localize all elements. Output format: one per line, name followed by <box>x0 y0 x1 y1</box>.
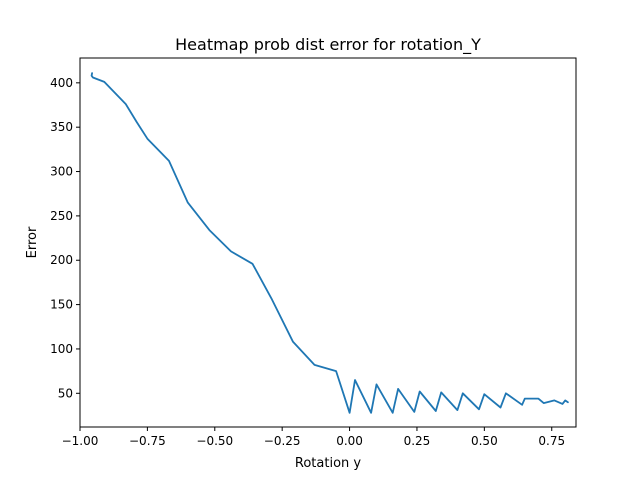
x-tick-label: 0.00 <box>336 434 363 448</box>
chart-title: Heatmap prob dist error for rotation_Y <box>175 35 481 55</box>
series-line <box>90 72 569 414</box>
x-tick-label: −0.50 <box>196 434 233 448</box>
y-axis-label: Error <box>25 226 40 258</box>
y-tick-label: 350 <box>50 120 73 134</box>
x-tick-label: −1.00 <box>62 434 99 448</box>
axis-ticks: −1.00 −0.75 −0.50 −0.25 0.00 0.25 0.50 0.75 50 10… <box>50 76 565 448</box>
y-tick-label: 250 <box>50 209 73 223</box>
x-tick-label: −0.75 <box>129 434 166 448</box>
axes-frame <box>79 57 577 428</box>
plot-area <box>90 72 569 414</box>
x-tick-label: 0.50 <box>471 434 498 448</box>
y-tick-label: 50 <box>58 386 73 400</box>
x-axis-label: Rotation y <box>295 456 362 471</box>
y-tick-label: 400 <box>50 76 73 90</box>
y-tick-label: 300 <box>50 165 73 179</box>
x-tick-label: 0.25 <box>404 434 431 448</box>
y-tick-label: 150 <box>50 298 73 312</box>
x-tick-label: 0.75 <box>538 434 565 448</box>
y-tick-label: 200 <box>50 253 73 267</box>
y-tick-label: 100 <box>50 342 73 356</box>
x-tick-label: −0.25 <box>264 434 301 448</box>
